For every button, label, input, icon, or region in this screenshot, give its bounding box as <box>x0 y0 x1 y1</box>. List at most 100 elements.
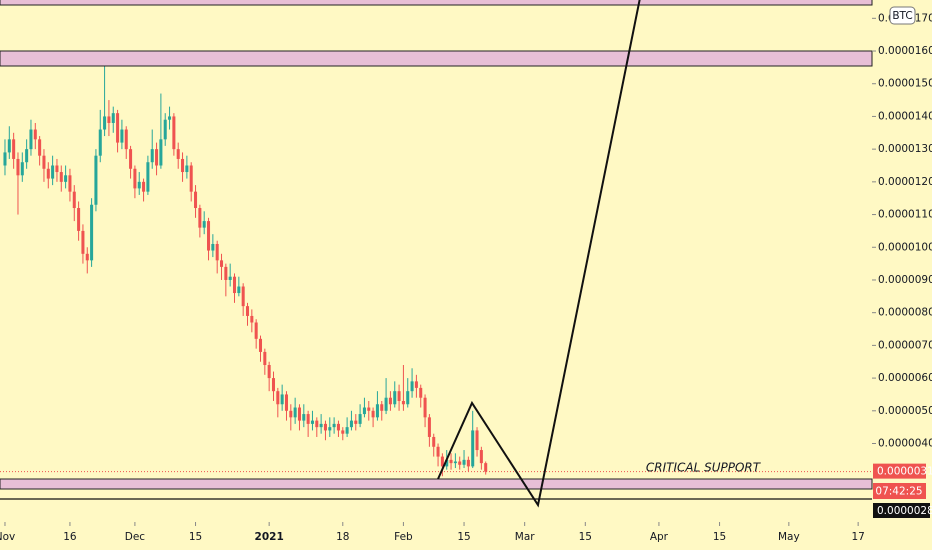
candle-body <box>237 286 241 294</box>
candle-body <box>98 129 102 156</box>
candle-body <box>146 162 150 192</box>
candle-body <box>59 172 63 182</box>
candle-body <box>436 446 440 457</box>
candle-body <box>25 149 29 163</box>
currency-badge <box>889 6 916 25</box>
candle-body <box>401 400 405 405</box>
candle-body <box>103 116 107 130</box>
candle-body <box>224 266 228 280</box>
candle-body <box>68 175 72 192</box>
x-tick-label: May <box>778 531 800 543</box>
y-tick-label: 0.00000400 <box>878 438 932 450</box>
candle-body <box>133 168 137 189</box>
candle-body <box>371 410 375 418</box>
x-tick-label: 17 <box>851 531 864 543</box>
x-tick-label: Nov <box>0 531 15 543</box>
candle-body <box>72 191 76 209</box>
candle-body <box>194 191 198 209</box>
candle-body <box>271 378 276 392</box>
candle-body <box>20 162 24 176</box>
candle-body <box>406 391 410 405</box>
candle-body <box>137 181 141 189</box>
candle-body <box>150 149 154 163</box>
x-tick-label: 15 <box>457 531 470 543</box>
candle-body <box>42 155 46 169</box>
candle-body <box>7 139 11 153</box>
candle-body <box>55 165 59 173</box>
candle-body <box>207 221 211 251</box>
candle-body <box>267 365 271 379</box>
candle-body <box>202 221 206 228</box>
candle-body <box>354 420 358 424</box>
candle-body <box>172 116 176 150</box>
resistance-zone-top <box>0 0 873 6</box>
candle-body <box>29 129 33 150</box>
candle-body <box>440 456 444 467</box>
candle-body <box>211 243 215 251</box>
candle-body <box>280 394 284 405</box>
candle-body <box>220 260 224 267</box>
candle-body <box>393 391 397 405</box>
candle-body <box>185 165 189 173</box>
countdown: 07:42:25 <box>875 486 922 498</box>
candle-body <box>367 407 371 411</box>
candle-body <box>315 420 319 428</box>
x-tick-label: 15 <box>189 531 202 543</box>
candle-body <box>306 414 310 424</box>
candle-body <box>64 175 68 182</box>
candle-body <box>232 276 237 294</box>
candle-body <box>293 407 297 418</box>
candle-body <box>111 113 115 123</box>
candle-body <box>466 459 470 467</box>
candle-body <box>410 381 414 392</box>
candle-body <box>258 338 263 352</box>
candle-body <box>163 119 167 140</box>
candle-body <box>85 253 89 261</box>
last-price-badge <box>873 463 926 479</box>
candle-body <box>427 417 431 437</box>
x-tick-label: 2021 <box>255 531 284 543</box>
x-tick-label: 15 <box>579 531 592 543</box>
countdown-badge <box>873 483 926 499</box>
candle-body <box>310 420 314 424</box>
candle-body <box>362 407 366 415</box>
candle-body <box>419 387 423 398</box>
candle-body <box>414 381 418 388</box>
candle-body <box>336 423 340 431</box>
candle-body <box>215 243 219 261</box>
x-tick-label: Apr <box>650 531 669 543</box>
candle-body <box>484 463 488 472</box>
candle-body <box>3 152 7 166</box>
candle-body <box>432 436 436 447</box>
candle-body <box>388 397 392 405</box>
candle-body <box>384 397 388 411</box>
support-zone <box>0 478 873 490</box>
candle-body <box>155 149 159 166</box>
x-tick-label: 16 <box>63 531 77 543</box>
candle-body <box>462 459 466 465</box>
candle-body <box>176 149 180 159</box>
candle-body <box>107 116 111 123</box>
candle-body <box>332 423 336 428</box>
candle-body <box>345 427 349 434</box>
candle-body <box>449 459 453 464</box>
candle-body <box>124 129 128 150</box>
candle-body <box>228 276 232 280</box>
candle-body <box>198 208 202 228</box>
candle-body <box>458 461 462 465</box>
pattern-drawing <box>437 0 641 508</box>
candle-body <box>46 168 50 179</box>
candle-body <box>445 459 449 467</box>
candle-body <box>479 450 483 464</box>
